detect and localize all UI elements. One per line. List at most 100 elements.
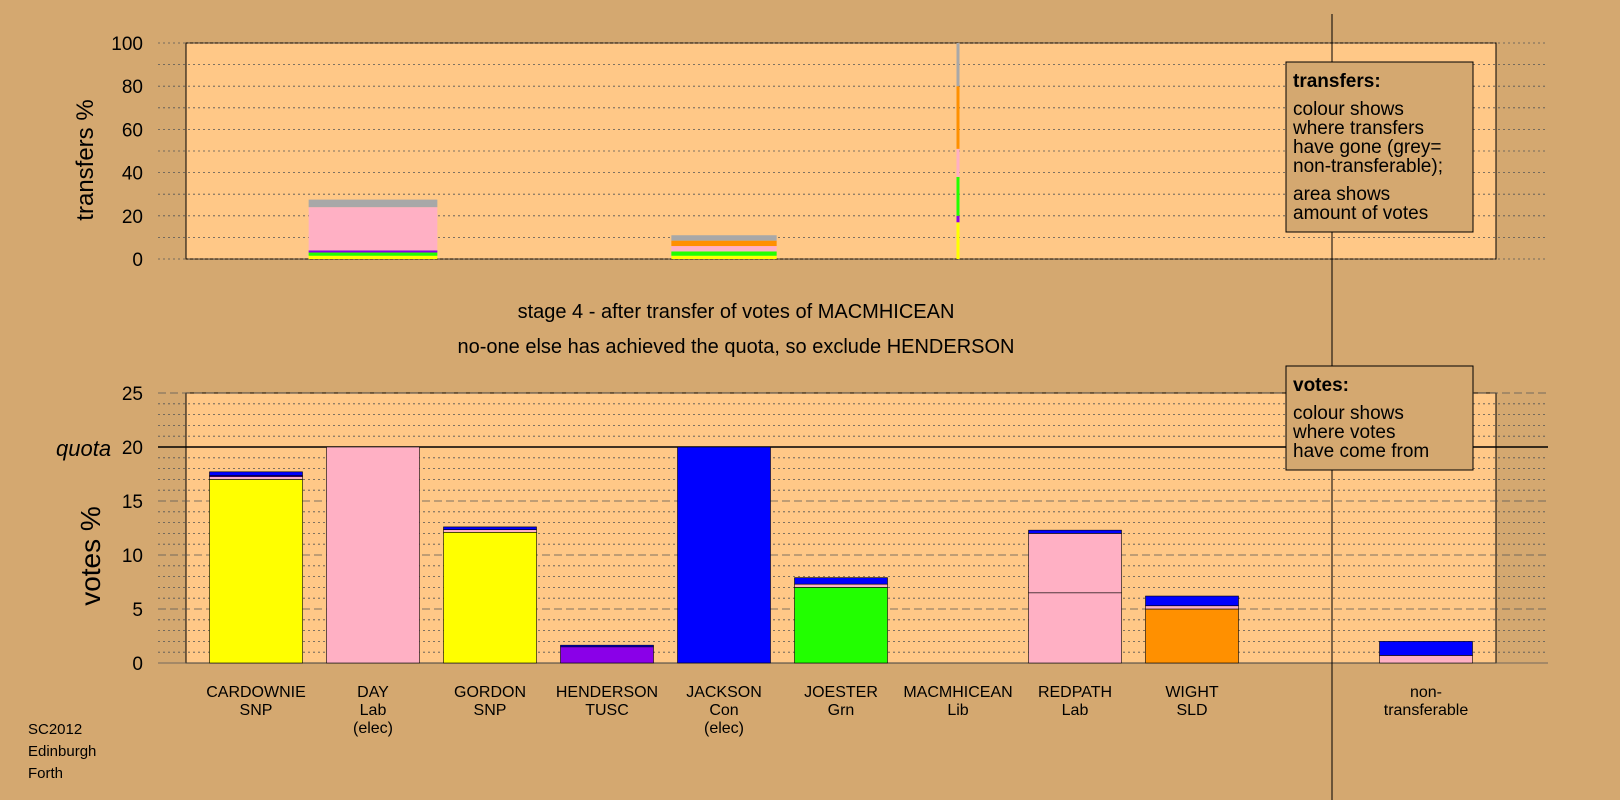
transfers-bar-segment (956, 148, 960, 177)
votes-bar-segment (794, 583, 888, 588)
footer-line: Forth (28, 765, 63, 782)
candidate-label: DAY (357, 684, 389, 701)
votes-y-tick-label: 20 (122, 438, 143, 459)
votes-bar-segment (1145, 595, 1239, 607)
votes-y-axis-label: votes % (75, 506, 106, 606)
candidate-label: WIGHT (1165, 684, 1219, 701)
votes-y-tick-label: 0 (132, 654, 143, 675)
votes-y-tick-label: 10 (122, 546, 143, 567)
transfers-bar-segment (956, 222, 960, 259)
votes-legend-line: where votes (1292, 422, 1395, 443)
transfers-bar-segment (308, 199, 438, 208)
transfers-y-axis-label: transfers % (72, 99, 99, 220)
candidate-label: GORDON (454, 684, 526, 701)
candidate-label: TUSC (585, 702, 629, 719)
candidate-label: CARDOWNIE (206, 684, 306, 701)
votes-y-tick-label: 5 (132, 600, 143, 621)
votes-bar-segment (1379, 641, 1473, 656)
candidate-label: SNP (240, 702, 273, 719)
stage-title: stage 4 - after transfer of votes of MAC… (518, 301, 955, 323)
candidate-label: SNP (474, 702, 507, 719)
footer-line: Edinburgh (28, 743, 96, 760)
transfers-legend-line: area shows (1293, 184, 1390, 205)
votes-bar-segment (443, 526, 537, 530)
quota-label: quota (56, 436, 111, 461)
transfers-bars (308, 43, 960, 259)
votes-legend-heading: votes: (1293, 375, 1349, 396)
votes-bar-segment (209, 476, 303, 480)
transfers-bar-segment (671, 240, 777, 247)
transfers-y-ticks: 0 20 40 60 80 100 (111, 34, 143, 271)
votes-bar-segment (1145, 605, 1239, 610)
transfers-y-tick-label: 40 (122, 164, 143, 185)
votes-bar-segment (326, 446, 420, 664)
votes-bar-segment (794, 577, 888, 585)
votes-bar-segment (677, 446, 771, 664)
candidate-label: transferable (1384, 702, 1469, 719)
votes-legend-line: colour shows (1293, 403, 1404, 424)
votes-bar-segment (1028, 529, 1122, 534)
transfers-y-tick-label: 0 (132, 250, 143, 271)
transfers-legend-line: where transfers (1292, 118, 1424, 139)
votes-legend-line: have come from (1293, 441, 1429, 462)
candidate-label: Lib (947, 702, 968, 719)
candidate-label: Grn (828, 702, 855, 719)
candidate-label: HENDERSON (556, 684, 658, 701)
transfers-bar-segment (671, 255, 777, 259)
candidate-label: Con (709, 702, 738, 719)
transfers-bar-segment (956, 86, 960, 149)
transfers-bar-segment (308, 207, 438, 251)
transfers-y-tick-label: 60 (122, 120, 143, 141)
votes-bar-segment (443, 529, 537, 533)
transfers-legend-line: have gone (grey= (1293, 137, 1441, 158)
transfers-bar-segment (308, 255, 438, 259)
votes-bar-segment (1145, 608, 1239, 664)
candidate-label: JOESTER (804, 684, 878, 701)
votes-bar-segment (209, 479, 303, 664)
votes-bar-segment (560, 646, 654, 664)
transfers-bar-segment (671, 235, 777, 241)
votes-y-tick-label: 15 (122, 492, 143, 513)
candidate-label: (elec) (353, 720, 393, 737)
candidate-label: REDPATH (1038, 684, 1112, 701)
candidate-label: JACKSON (686, 684, 762, 701)
votes-bar-segment (1028, 592, 1122, 664)
candidate-label: SLD (1176, 702, 1207, 719)
votes-bar-segment (443, 532, 537, 664)
transfers-legend-line: colour shows (1293, 99, 1404, 120)
votes-bar-segment (1028, 533, 1122, 594)
transfers-bar-segment (956, 43, 960, 87)
transfers-legend-heading: transfers: (1293, 71, 1381, 92)
transfers-bar-segment (956, 176, 960, 216)
votes-bar-segment (1379, 655, 1473, 664)
candidate-label: (elec) (704, 720, 744, 737)
votes-bar-segment (209, 471, 303, 476)
candidate-label: MACMHICEAN (903, 684, 1012, 701)
transfers-bar-segment (308, 250, 438, 253)
votes-y-ticks: 0 5 10 15 20 25 (122, 384, 143, 675)
votes-y-tick-label: 25 (122, 384, 143, 405)
transfers-y-tick-label: 80 (122, 77, 143, 98)
transfers-panel: 0 20 40 60 80 100 transfers % (72, 34, 1548, 271)
transfers-legend: transfers: colour shows where transfers … (1285, 61, 1474, 233)
votes-legend: votes: colour shows where votes have com… (1285, 365, 1474, 471)
transfers-bar-segment (671, 251, 777, 256)
transfers-y-tick-label: 100 (111, 34, 143, 55)
transfers-bar-segment (956, 215, 960, 223)
transfers-bar-segment (671, 246, 777, 252)
candidate-label: Lab (360, 702, 387, 719)
candidate-label: Lab (1062, 702, 1089, 719)
footer-line: SC2012 (28, 721, 82, 738)
transfers-bar-segment (308, 252, 438, 256)
transfers-legend-line: amount of votes (1293, 203, 1428, 224)
votes-bars (209, 446, 1473, 664)
votes-bar-segment (794, 587, 888, 664)
votes-bar-segment (560, 644, 654, 648)
stage-subtitle: no-one else has achieved the quota, so e… (458, 336, 1015, 358)
votes-category-labels: CARDOWNIESNPDAYLab(elec)GORDONSNPHENDERS… (206, 684, 1468, 737)
candidate-label: non- (1410, 684, 1442, 701)
transfers-legend-line: non-transferable); (1293, 156, 1443, 177)
transfers-y-tick-label: 20 (122, 207, 143, 228)
